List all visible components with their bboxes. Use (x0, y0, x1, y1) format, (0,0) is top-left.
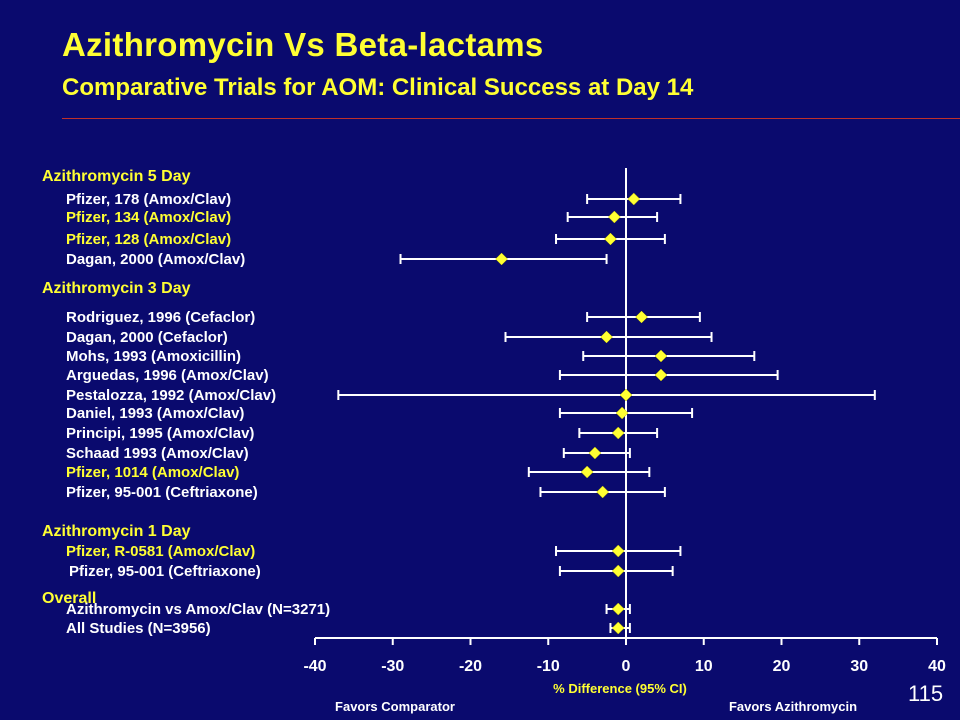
slide-title: Azithromycin Vs Beta-lactams (62, 26, 544, 63)
favors-azithromycin-label: Favors Azithromycin (729, 699, 857, 714)
study-label: Pfizer, 178 (Amox/Clav) (66, 191, 231, 208)
point-estimate-diamond (495, 252, 508, 266)
study-label: Daniel, 1993 (Amox/Clav) (66, 405, 244, 422)
study-label: Pfizer, 95-001 (Ceftriaxone) (66, 484, 258, 501)
point-estimate-diamond (588, 446, 602, 460)
title-divider (62, 118, 960, 119)
x-tick-label: -30 (381, 658, 404, 675)
study-label: Dagan, 2000 (Amox/Clav) (66, 251, 245, 268)
point-estimate-diamond (635, 310, 648, 324)
point-estimate-diamond (611, 544, 625, 558)
point-estimate-diamond (604, 232, 617, 246)
point-estimate-diamond (611, 426, 625, 440)
x-tick-label: -10 (537, 658, 560, 675)
study-label: Principi, 1995 (Amox/Clav) (66, 425, 254, 442)
point-estimate-diamond (600, 330, 613, 344)
x-tick-label: -40 (303, 658, 326, 675)
point-estimate-diamond (654, 349, 668, 363)
x-tick-label: 20 (773, 658, 791, 675)
study-label: Schaad 1993 (Amox/Clav) (66, 445, 249, 462)
point-estimate-diamond (580, 465, 594, 479)
study-label: Arguedas, 1996 (Amox/Clav) (66, 367, 269, 384)
point-estimate-diamond (619, 388, 633, 402)
x-tick-label: -20 (459, 658, 482, 675)
x-tick-label: 0 (622, 658, 631, 675)
point-estimate-diamond (607, 210, 621, 224)
study-label: Pfizer, R-0581 (Amox/Clav) (66, 543, 255, 560)
x-tick-label: 40 (928, 658, 946, 675)
x-tick-label: 30 (850, 658, 868, 675)
point-estimate-diamond (596, 485, 610, 499)
slide-subtitle: Comparative Trials for AOM: Clinical Suc… (62, 74, 694, 101)
group-heading: Azithromycin 5 Day (42, 168, 191, 185)
study-label: Pestalozza, 1992 (Amox/Clav) (66, 387, 276, 404)
group-heading: Azithromycin 3 Day (42, 280, 191, 297)
favors-comparator-label: Favors Comparator (335, 699, 455, 714)
study-label: Pfizer, 128 (Amox/Clav) (66, 231, 231, 248)
page-number: 115 (908, 681, 944, 706)
point-estimate-diamond (611, 602, 625, 616)
point-estimate-diamond (611, 621, 625, 635)
study-label: Pfizer, 1014 (Amox/Clav) (66, 464, 239, 481)
point-estimate-diamond (627, 192, 641, 206)
group-heading: Azithromycin 1 Day (42, 523, 191, 540)
x-axis-label: % Difference (95% CI) (553, 681, 687, 696)
point-estimate-diamond (654, 368, 668, 382)
x-tick-label: 10 (695, 658, 713, 675)
point-estimate-diamond (611, 564, 625, 578)
study-label: Pfizer, 95-001 (Ceftriaxone) (69, 563, 261, 580)
study-label: Azithromycin vs Amox/Clav (N=3271) (66, 601, 330, 618)
study-label: Mohs, 1993 (Amoxicillin) (66, 348, 241, 365)
study-label: All Studies (N=3956) (66, 620, 211, 637)
point-estimate-diamond (615, 406, 629, 420)
study-label: Rodriguez, 1996 (Cefaclor) (66, 309, 255, 326)
study-label: Pfizer, 134 (Amox/Clav) (66, 209, 231, 226)
study-label: Dagan, 2000 (Cefaclor) (66, 329, 228, 346)
group-heading: Overall (42, 590, 96, 607)
